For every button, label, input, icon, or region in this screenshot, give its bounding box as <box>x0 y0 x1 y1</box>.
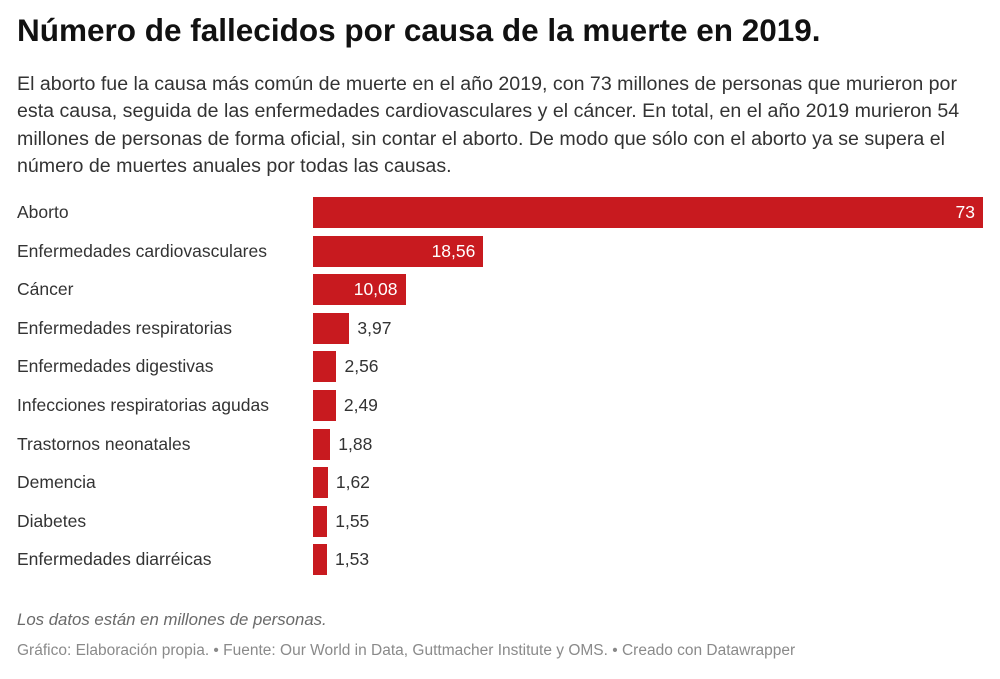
chart-subtitle: El aborto fue la causa más común de muer… <box>17 73 960 178</box>
bar <box>313 274 406 306</box>
category-label: Enfermedades diarréicas <box>17 549 212 570</box>
category-label: Enfermedades digestivas <box>17 356 214 377</box>
bar <box>313 351 337 383</box>
bar-row: Enfermedades respiratorias 3,97 <box>0 312 1000 344</box>
bar-row: Enfermedades digestivas 2,56 <box>0 351 1000 383</box>
value-label: 73 <box>955 202 975 222</box>
bar-row: Trastornos neonatales 1,88 <box>0 428 1000 460</box>
bar-row: Infecciones respiratorias agudas 2,49 <box>0 390 1000 421</box>
bar <box>313 428 331 460</box>
category-label: Enfermedades cardiovasculares <box>17 240 267 261</box>
bar-row: Enfermedades diarréicas 1,53 <box>0 544 1000 576</box>
bar-row: Cáncer 10,08 <box>0 274 1000 306</box>
value-label: 3,97 <box>357 317 392 338</box>
category-label: Infecciones respiratorias agudas <box>17 395 269 415</box>
bar <box>313 544 328 576</box>
bar-chart: Aborto 73 Enfermedades cardiovasculares 18,… <box>0 197 1000 587</box>
bar-row: Diabetes 1,55 <box>0 505 1000 537</box>
bar <box>313 467 328 499</box>
category-label: Demencia <box>17 472 96 493</box>
bar-row: Aborto 73 <box>0 197 1000 228</box>
bar-row: Enfermedades cardiovasculares 18,56 <box>0 235 1000 267</box>
chart-notes: Los datos están en millones de personas. <box>17 610 327 629</box>
value-label: 1,53 <box>335 549 370 570</box>
bar <box>313 235 484 267</box>
value-label: 2,56 <box>344 356 379 377</box>
value-label: 2,49 <box>343 395 378 415</box>
category-label: Aborto <box>17 202 69 222</box>
bar <box>313 390 336 421</box>
bar <box>313 197 983 228</box>
value-label: 1,88 <box>338 433 373 454</box>
category-label: Enfermedades respiratorias <box>17 317 232 338</box>
value-label: 1,62 <box>335 472 370 493</box>
chart-footer: Gráfico: Elaboración propia. • Fuente: O… <box>17 642 796 659</box>
bar-row: Demencia 1,62 <box>0 467 1000 499</box>
bar <box>313 505 328 537</box>
category-label: Trastornos neonatales <box>17 433 191 454</box>
bar <box>313 312 350 344</box>
value-label: 10,08 <box>353 279 398 300</box>
chart-title: Número de fallecidos por causa de la mue… <box>17 12 821 48</box>
value-label: 18,56 <box>431 240 476 261</box>
category-label: Cáncer <box>17 279 74 300</box>
category-label: Diabetes <box>17 510 87 531</box>
value-label: 1,55 <box>335 510 370 531</box>
